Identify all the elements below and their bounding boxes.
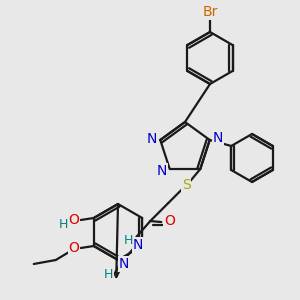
Text: H: H — [124, 233, 133, 247]
Text: N: N — [147, 132, 158, 146]
Text: O: O — [164, 214, 175, 228]
Text: N: N — [157, 164, 167, 178]
Text: O: O — [68, 241, 79, 255]
Text: N: N — [133, 238, 143, 252]
Text: H: H — [59, 218, 68, 230]
Text: N: N — [119, 257, 130, 271]
Text: H: H — [103, 268, 113, 281]
Text: O: O — [68, 213, 79, 227]
Text: S: S — [182, 178, 191, 192]
Text: N: N — [212, 131, 223, 145]
Text: Br: Br — [202, 5, 218, 19]
